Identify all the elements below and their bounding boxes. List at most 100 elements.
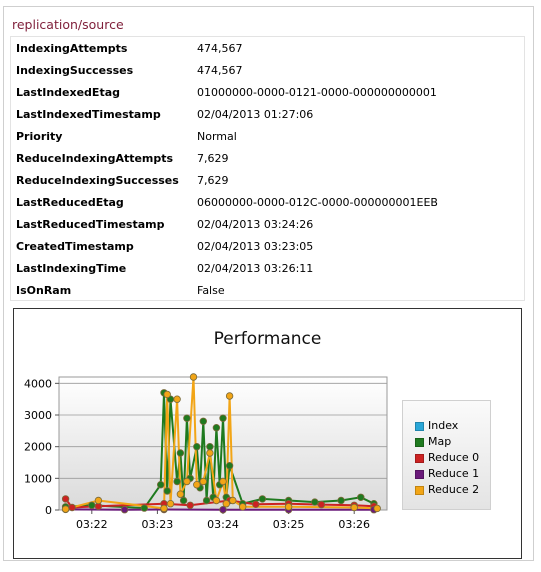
data-point [189,373,198,381]
data-point [206,449,214,457]
data-point [186,501,194,509]
y-tick-label: 3000 [24,409,52,422]
data-point [219,505,227,514]
stat-key: LastIndexedTimestamp [16,108,161,121]
data-point [212,496,221,505]
data-point [173,477,181,486]
stat-row: LastIndexedEtag 01000000-0000-0121-0000-0… [11,82,524,104]
legend-label: Index [428,419,459,432]
legend-label: Reduce 2 [428,483,480,496]
data-point [173,395,181,403]
stats-table: IndexingAttempts 474,567 IndexingSuccesses… [10,36,525,301]
stat-value: 474,567 [197,64,243,77]
data-point [183,414,191,422]
chart-title: Performance [213,329,322,349]
x-tick-label: 03:26 [338,518,370,531]
legend-swatch [415,421,424,431]
stat-key: IndexingSuccesses [16,64,134,77]
stat-value: 02/04/2013 03:26:11 [197,262,314,275]
stat-row: ReduceIndexingSuccesses 7,629 [11,170,524,192]
y-tick-label: 4000 [24,377,52,390]
legend-item: Reduce 2 [415,483,479,497]
stat-key: LastReducedEtag [16,196,124,209]
stat-value: Normal [197,130,237,143]
stat-row: LastIndexedTimestamp 02/04/2013 01:27:06 [11,104,524,126]
stat-value: 7,629 [197,174,229,187]
stat-value: 474,567 [197,42,243,55]
data-point [176,449,185,457]
legend-swatch [415,453,424,463]
data-point [202,496,211,505]
stat-row: LastIndexingTime 02/04/2013 03:26:11 [11,258,524,280]
data-point [350,503,358,512]
data-point [222,499,230,508]
chart-svg: 0 1000 2000 3000 4000 03:22 03:23 03:24 03:25 03:… [24,373,388,531]
stat-value: False [197,284,225,297]
legend-swatch [415,437,424,447]
x-tick-label: 03:22 [76,518,108,531]
data-point [120,505,129,514]
stat-key: ReduceIndexingAttempts [16,152,174,165]
stat-row: Priority Normal [11,126,524,148]
data-point [219,414,227,422]
legend-label: Map [428,435,452,448]
data-point [193,480,201,489]
stat-row: LastReducedTimestamp 02/04/2013 03:24:26 [11,214,524,236]
data-point [212,423,221,432]
stat-key: IsOnRam [16,284,72,297]
stat-value: 06000000-0000-012C-0000-000000001EEB [197,196,438,209]
data-point [199,477,207,486]
data-point [179,496,188,505]
series-line-map [65,392,375,510]
legend-item: Reduce 1 [415,467,479,481]
data-point [176,490,185,498]
plot-area [58,376,388,511]
data-point [284,503,293,511]
x-tick-label: 03:24 [207,518,239,531]
legend-swatch [415,469,424,479]
data-point [199,417,207,425]
data-point [373,504,381,513]
stat-value: 02/04/2013 03:23:05 [197,240,314,253]
data-point [163,390,171,399]
data-point [229,496,237,505]
data-point [317,500,326,509]
stat-row: ReduceIndexingAttempts 7,629 [11,148,524,170]
chart-legend: Index Map Reduce 0 Reduce 1 Reduce 2 [402,400,491,510]
stat-row: LastReducedEtag 06000000-0000-012C-0000-0… [11,192,524,214]
stat-key: ReduceIndexingSuccesses [16,174,179,187]
x-tick-label: 03:25 [273,518,305,531]
stat-value: 01000000-0000-0121-0000-000000000001 [197,86,437,99]
data-point [163,487,171,495]
y-tick-label: 1000 [24,472,52,485]
data-point [183,477,191,486]
data-point [337,496,345,505]
stat-key: LastIndexedEtag [16,86,120,99]
data-point [258,495,267,503]
x-tick-label: 03:23 [142,518,174,531]
data-point [61,505,70,513]
data-point [225,392,234,400]
stat-row: CreatedTimestamp 02/04/2013 03:23:05 [11,236,524,258]
legend-item: Reduce 0 [415,451,479,465]
data-point [68,503,76,512]
data-point [252,500,260,508]
y-tick-label: 2000 [24,441,52,454]
data-point [160,504,168,513]
legend-item: Index [415,419,458,433]
stat-row: IsOnRam False [11,280,524,302]
data-point [206,442,214,451]
stat-key: CreatedTimestamp [16,240,134,253]
stat-value: 7,629 [197,152,229,165]
data-point [61,495,70,503]
legend-item: Map [415,435,451,449]
data-point [156,480,165,489]
performance-chart: Performance 0 1000 2000 3000 4000 03:22 03:23 0… [13,308,522,559]
stat-row: IndexingAttempts 474,567 [11,38,524,60]
stat-value: 02/04/2013 01:27:06 [197,108,314,121]
data-point [193,442,201,451]
data-point [219,477,227,486]
data-point [311,498,319,506]
legend-label: Reduce 1 [428,467,480,480]
data-point [94,496,103,505]
